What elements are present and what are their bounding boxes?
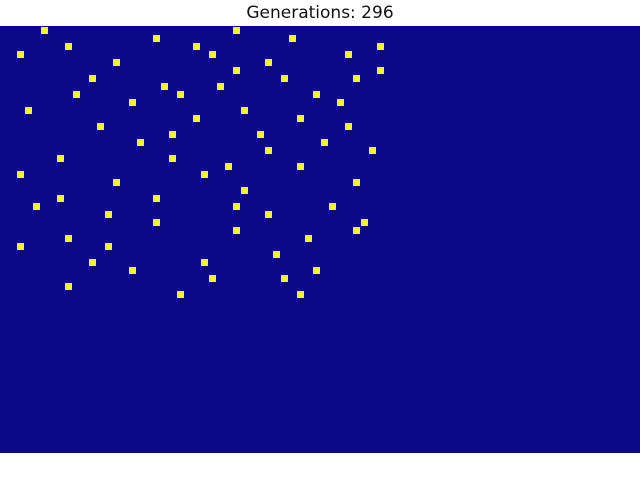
live-cell bbox=[113, 179, 120, 186]
live-cell bbox=[105, 211, 112, 218]
live-cell bbox=[129, 267, 136, 274]
live-cell bbox=[377, 67, 384, 74]
live-cell bbox=[25, 107, 32, 114]
live-cell bbox=[41, 27, 48, 34]
live-cell bbox=[17, 171, 24, 178]
live-cell bbox=[217, 83, 224, 90]
live-cell bbox=[297, 115, 304, 122]
live-cell bbox=[353, 75, 360, 82]
live-cell bbox=[233, 67, 240, 74]
live-cell bbox=[369, 147, 376, 154]
live-cell bbox=[329, 203, 336, 210]
live-cell bbox=[273, 251, 280, 258]
life-grid bbox=[0, 26, 640, 453]
live-cell bbox=[97, 123, 104, 130]
live-cell bbox=[89, 75, 96, 82]
live-cell bbox=[297, 291, 304, 298]
live-cell bbox=[265, 211, 272, 218]
live-cell bbox=[65, 43, 72, 50]
live-cell bbox=[57, 195, 64, 202]
live-cell bbox=[17, 243, 24, 250]
live-cell bbox=[257, 131, 264, 138]
live-cell bbox=[305, 235, 312, 242]
live-cell bbox=[345, 123, 352, 130]
live-cell bbox=[153, 35, 160, 42]
live-cell bbox=[161, 83, 168, 90]
live-cell bbox=[137, 139, 144, 146]
live-cell bbox=[153, 219, 160, 226]
live-cell bbox=[313, 91, 320, 98]
live-cell bbox=[313, 267, 320, 274]
live-cell bbox=[113, 59, 120, 66]
live-cell bbox=[353, 179, 360, 186]
live-cell bbox=[265, 147, 272, 154]
live-cell bbox=[297, 163, 304, 170]
live-cell bbox=[65, 235, 72, 242]
live-cell bbox=[65, 283, 72, 290]
live-cell bbox=[193, 115, 200, 122]
live-cell bbox=[377, 43, 384, 50]
live-cell bbox=[169, 131, 176, 138]
live-cell bbox=[129, 99, 136, 106]
live-cell bbox=[73, 91, 80, 98]
live-cell bbox=[265, 59, 272, 66]
live-cell bbox=[201, 259, 208, 266]
live-cell bbox=[177, 91, 184, 98]
generation-counter: Generations: 296 bbox=[246, 3, 394, 23]
live-cell bbox=[233, 227, 240, 234]
live-cell bbox=[345, 51, 352, 58]
live-cell bbox=[57, 155, 64, 162]
live-cell bbox=[201, 171, 208, 178]
live-cell bbox=[337, 99, 344, 106]
live-cell bbox=[105, 243, 112, 250]
live-cell bbox=[241, 187, 248, 194]
live-cell bbox=[33, 203, 40, 210]
live-cell bbox=[17, 51, 24, 58]
live-cell bbox=[361, 219, 368, 226]
live-cell bbox=[89, 259, 96, 266]
live-cell bbox=[233, 203, 240, 210]
live-cell bbox=[177, 291, 184, 298]
live-cell bbox=[169, 155, 176, 162]
live-cell bbox=[233, 27, 240, 34]
live-cell bbox=[321, 139, 328, 146]
live-cell bbox=[153, 195, 160, 202]
live-cell bbox=[193, 43, 200, 50]
live-cell bbox=[209, 51, 216, 58]
live-cell bbox=[289, 35, 296, 42]
live-cell bbox=[241, 107, 248, 114]
live-cell bbox=[353, 227, 360, 234]
live-cell bbox=[281, 75, 288, 82]
live-cell bbox=[225, 163, 232, 170]
live-cell bbox=[281, 275, 288, 282]
live-cell bbox=[209, 275, 216, 282]
